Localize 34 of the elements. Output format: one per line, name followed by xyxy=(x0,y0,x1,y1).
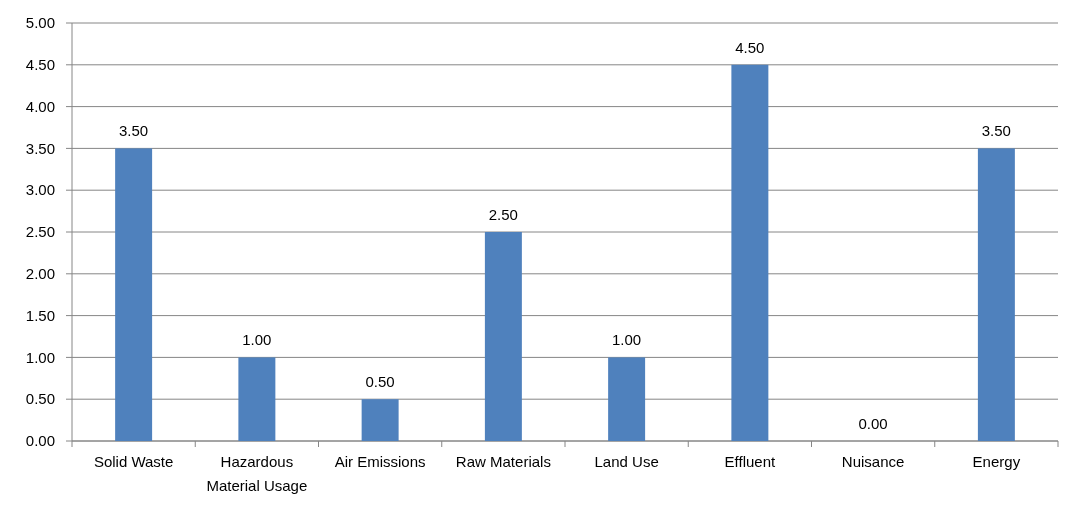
bar xyxy=(115,148,153,441)
data-label: 0.00 xyxy=(858,415,888,432)
x-tick-label: Energy xyxy=(972,453,1021,470)
y-tick-label: 3.00 xyxy=(25,181,55,199)
bar xyxy=(731,64,769,441)
data-label: 1.00 xyxy=(242,331,272,349)
data-label: 0.50 xyxy=(365,373,395,391)
data-label: 2.50 xyxy=(488,206,518,223)
x-tick-label: Effluent xyxy=(724,453,776,470)
data-label: 3.50 xyxy=(981,122,1011,140)
data-label: 3.50 xyxy=(119,122,149,140)
x-tick-label: Air Emissions xyxy=(334,453,426,470)
bar xyxy=(977,148,1015,441)
x-tick-label: Nuisance xyxy=(841,453,905,470)
x-tick-label: Hazardous Material Usage xyxy=(206,453,308,494)
y-tick-label: 0.00 xyxy=(25,432,55,450)
x-tick-label: Raw Materials xyxy=(455,453,551,470)
bar xyxy=(484,232,522,441)
bar xyxy=(361,399,399,441)
y-tick-label: 2.50 xyxy=(25,223,55,241)
y-tick-label: 0.50 xyxy=(25,390,55,408)
y-tick-label: 1.50 xyxy=(25,306,55,324)
y-tick-label: 1.00 xyxy=(25,348,55,366)
y-tick-label: 4.00 xyxy=(25,97,55,115)
bar xyxy=(238,357,276,441)
x-tick-label: Solid Waste xyxy=(93,453,174,470)
data-label: 4.50 xyxy=(735,38,765,56)
x-tick-label: Land Use xyxy=(594,453,659,470)
data-label: 1.00 xyxy=(612,331,642,349)
bar xyxy=(608,357,646,441)
y-tick-label: 2.00 xyxy=(25,265,55,283)
y-tick-label: 4.50 xyxy=(25,56,55,74)
y-tick-label: 5.00 xyxy=(25,14,55,32)
y-tick-label: 3.50 xyxy=(25,139,55,157)
